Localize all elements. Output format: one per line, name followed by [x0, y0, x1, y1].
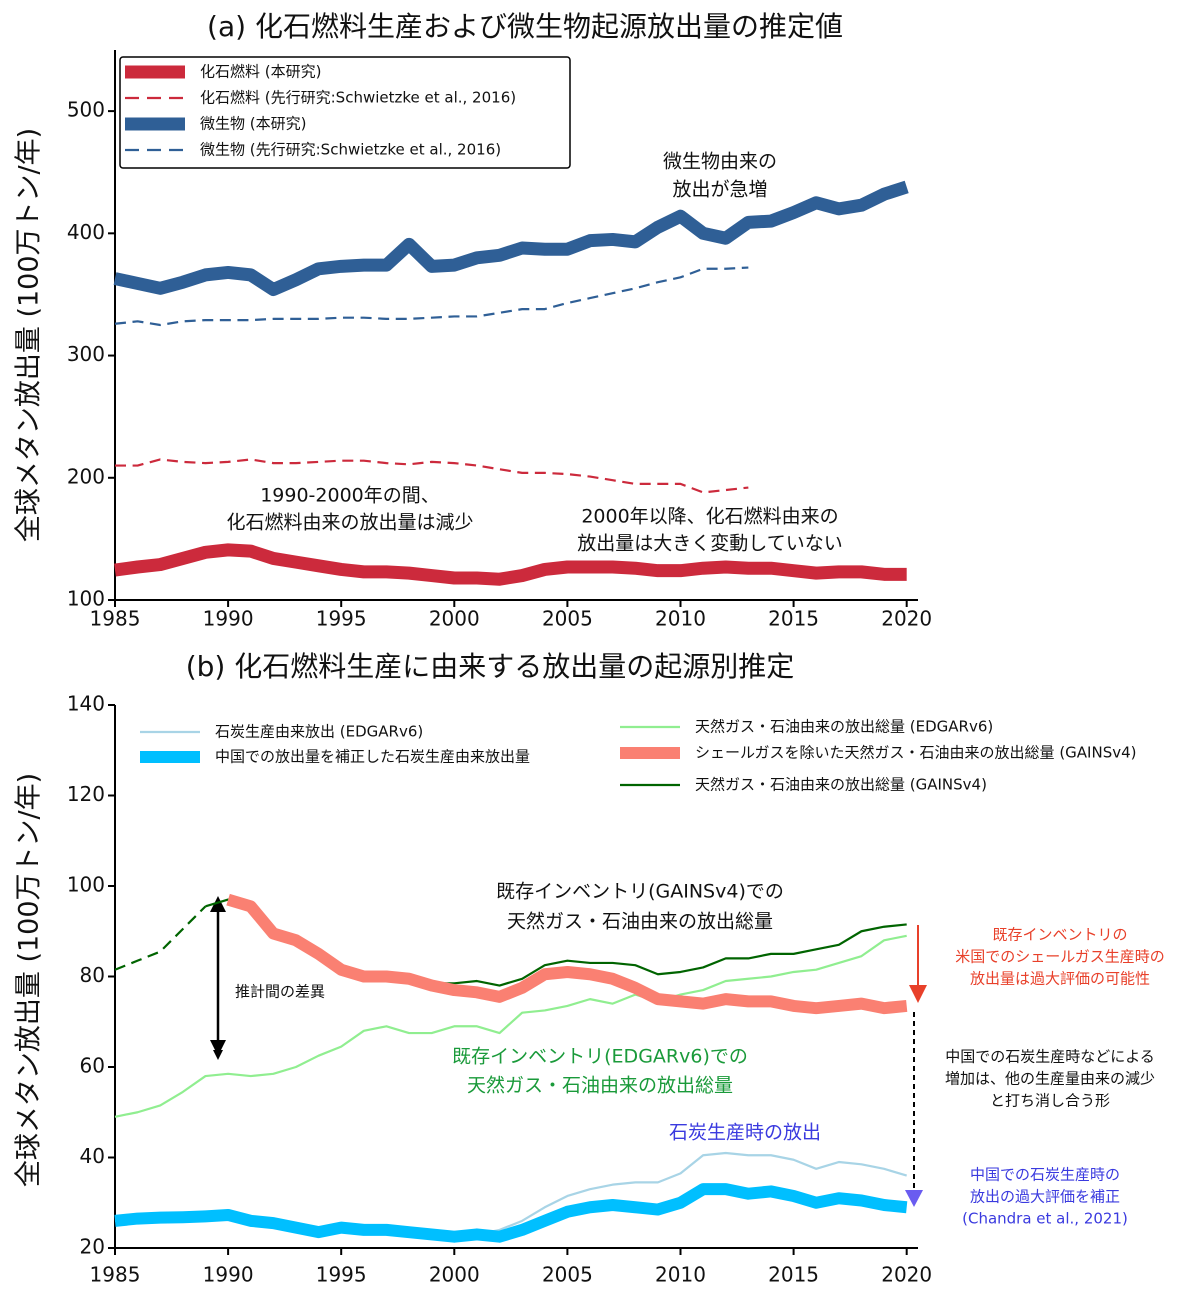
annotation: 放出が急増	[672, 179, 767, 201]
x-tick-label: 1990	[203, 1263, 254, 1287]
annotation: 天然ガス・石油由来の放出総量	[467, 1075, 733, 1097]
y-tick-label: 300	[67, 342, 105, 366]
series-line	[115, 458, 749, 494]
annotation: 米国でのシェールガス生産時の	[955, 948, 1165, 966]
y-tick-label: 140	[67, 692, 105, 716]
arrow-head	[905, 1190, 923, 1207]
x-tick-label: 2010	[655, 1263, 706, 1287]
annotation: 放出の過大評価を補正	[970, 1188, 1120, 1206]
y-tick-label: 20	[80, 1235, 105, 1259]
x-tick-label: 1985	[90, 1263, 141, 1287]
annotation: 2000年以降、化石燃料由来の	[581, 506, 838, 528]
annotation: 中国での石炭生産時などによる	[945, 1048, 1155, 1066]
series-line	[114, 934, 907, 1118]
annotation: 天然ガス・石油由来の放出総量	[507, 911, 773, 933]
x-tick-label: 2015	[768, 607, 819, 631]
y-tick-label: 100	[67, 873, 105, 897]
annotation: 既存インベントリ(GAINSv4)での	[496, 881, 784, 903]
y-tick-label: 120	[67, 782, 105, 806]
legend-label: 天然ガス・石油由来の放出総量 (EDGARv6)	[695, 718, 993, 736]
x-tick-label: 1990	[203, 607, 254, 631]
x-tick-label: 2010	[655, 607, 706, 631]
legend-label: 石炭生産由来放出 (EDGARv6)	[215, 723, 423, 741]
arrow-head	[210, 1040, 226, 1056]
series-line	[114, 266, 749, 327]
annotation: 1990-2000年の間、	[260, 485, 440, 507]
series-line	[113, 180, 909, 297]
arrow-head	[909, 985, 927, 1003]
x-tick-label: 1995	[316, 607, 367, 631]
x-tick-label: 1985	[90, 607, 141, 631]
legend-frame	[119, 56, 571, 169]
annotation: 中国での石炭生産時の	[970, 1166, 1120, 1184]
legend-label: 微生物 (先行研究:Schwietzke et al., 2016)	[200, 141, 501, 159]
series-line	[114, 543, 907, 586]
annotation: 微生物由来の	[663, 151, 777, 173]
annotation: 既存インベントリ(EDGARv6)での	[452, 1046, 748, 1068]
x-tick-label: 2005	[542, 1263, 593, 1287]
chart-title: (b) 化石燃料生産に由来する放出量の起源別推定	[186, 650, 795, 683]
x-tick-label: 2020	[881, 607, 932, 631]
arrow-head	[210, 896, 226, 912]
annotation: 石炭生産時の放出	[669, 1122, 821, 1144]
y-tick-label: 100	[67, 587, 105, 611]
annotation: 推計間の差異	[235, 983, 325, 1001]
series-line	[114, 1183, 908, 1243]
annotation: (Chandra et al., 2021)	[962, 1210, 1128, 1228]
y-tick-label: 500	[67, 98, 105, 122]
y-tick-label: 80	[80, 963, 105, 987]
y-axis-label: 全球メタン放出量 (100万トン/年)	[14, 128, 45, 542]
series-line	[114, 905, 207, 971]
y-tick-label: 400	[67, 220, 105, 244]
y-axis-label: 全球メタン放出量 (100万トン/年)	[14, 773, 45, 1187]
annotation: 放出量は大きく変動していない	[577, 533, 842, 555]
legend-label: シェールガスを除いた天然ガス・石油由来の放出総量 (GAINSv4)	[695, 744, 1137, 762]
legend-label: 天然ガス・石油由来の放出総量 (GAINSv4)	[695, 776, 987, 794]
chart-title: (a) 化石燃料生産および微生物起源放出量の推定値	[207, 10, 843, 43]
x-tick-label: 2000	[429, 1263, 480, 1287]
annotation: 増加は、他の生産量由来の減少	[945, 1070, 1155, 1088]
legend-label: 化石燃料 (先行研究:Schwietzke et al., 2016)	[200, 89, 516, 107]
x-tick-label: 2000	[429, 607, 480, 631]
annotation: 既存インベントリの	[992, 926, 1127, 944]
series-line	[226, 893, 908, 1015]
legend-label: 中国での放出量を補正した石炭生産由来放出量	[215, 748, 530, 766]
x-tick-label: 2020	[881, 1263, 932, 1287]
y-tick-label: 200	[67, 464, 105, 488]
x-tick-label: 2005	[542, 607, 593, 631]
legend-label: 微生物 (本研究)	[200, 115, 306, 133]
y-tick-label: 40	[80, 1144, 105, 1168]
annotation: 化石燃料由来の放出量は減少	[226, 512, 473, 534]
x-tick-label: 1995	[316, 1263, 367, 1287]
x-tick-label: 2015	[768, 1263, 819, 1287]
annotation: 放出量は過大評価の可能性	[970, 970, 1150, 988]
annotation: と打ち消し合う形	[990, 1092, 1110, 1110]
legend-label: 化石燃料 (本研究)	[200, 63, 321, 81]
y-tick-label: 60	[80, 1054, 105, 1078]
